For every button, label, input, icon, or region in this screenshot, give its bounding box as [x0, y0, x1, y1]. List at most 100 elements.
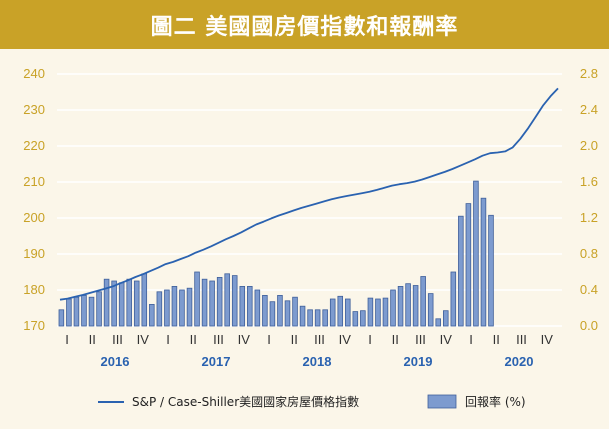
left-tick-label: 210	[23, 174, 45, 189]
right-tick-label: 1.2	[580, 210, 598, 225]
right-tick-label: 1.6	[580, 174, 598, 189]
bar	[322, 309, 328, 327]
quarter-tick-label: I	[469, 332, 473, 347]
bar	[397, 285, 404, 327]
bar	[337, 295, 344, 327]
quarter-tick-label: I	[166, 332, 170, 347]
quarter-tick-label: III	[213, 332, 224, 347]
left-tick-label: 170	[23, 318, 45, 333]
left-axis-ticks: 170 180 190 200 210 220 230 240	[23, 66, 45, 333]
bar	[96, 291, 102, 327]
bar	[111, 280, 117, 327]
x-axis-year-labels: 2016 2017 2018 2019 2020	[101, 354, 534, 369]
bar	[435, 318, 442, 327]
bar	[164, 289, 170, 327]
bar	[126, 278, 132, 327]
bar	[299, 305, 306, 327]
bar	[269, 301, 276, 327]
quarter-tick-label: I	[368, 332, 372, 347]
bar	[480, 197, 487, 327]
bar	[405, 283, 411, 327]
bar	[179, 289, 185, 327]
bar	[367, 297, 374, 327]
chart-title: 圖二 美國國房價指數和報酬率	[0, 0, 609, 49]
quarter-tick-label: III	[314, 332, 325, 347]
bar	[239, 285, 246, 327]
bar	[443, 310, 449, 327]
year-label: 2020	[505, 354, 534, 369]
quarter-tick-label: II	[493, 332, 500, 347]
bar	[209, 280, 215, 327]
line-series	[59, 87, 559, 301]
bar	[231, 275, 238, 327]
right-axis-ticks: 0.0 0.4 0.8 1.2 1.6 2.0 2.4 2.8	[580, 66, 598, 333]
right-tick-label: 2.4	[580, 102, 598, 117]
quarter-tick-label: II	[291, 332, 298, 347]
bar	[382, 297, 389, 327]
quarter-tick-label: IV	[137, 332, 150, 347]
bar	[465, 203, 472, 327]
right-tick-label: 0.8	[580, 246, 598, 261]
legend-bar-swatch	[427, 394, 457, 409]
bar	[81, 294, 87, 327]
quarter-tick-label: IV	[440, 332, 453, 347]
bar	[156, 291, 163, 327]
bar	[352, 311, 359, 327]
right-tick-label: 0.4	[580, 282, 598, 297]
bar	[194, 271, 200, 327]
left-tick-label: 240	[23, 66, 45, 81]
year-label: 2018	[303, 354, 332, 369]
legend-line-label: S&P / Case-Shiller美國國家房屋價格指數	[132, 394, 359, 409]
bar	[73, 296, 80, 327]
left-tick-label: 190	[23, 246, 45, 261]
legend-bar-label: 回報率 (%)	[465, 394, 526, 409]
bar	[88, 296, 95, 327]
bar	[66, 298, 72, 327]
grid-lines	[57, 73, 562, 327]
bar	[488, 214, 494, 327]
bar	[427, 293, 434, 327]
bar	[412, 285, 419, 327]
quarter-tick-label: I	[267, 332, 271, 347]
legend: S&P / Case-Shiller美國國家房屋價格指數 回報率 (%)	[98, 394, 526, 409]
bar	[473, 180, 479, 327]
left-tick-label: 220	[23, 138, 45, 153]
year-label: 2016	[101, 354, 130, 369]
bar	[224, 273, 230, 327]
bar	[375, 298, 381, 327]
quarter-tick-label: IV	[339, 332, 352, 347]
bar	[149, 303, 155, 327]
bar	[284, 300, 291, 327]
bar	[58, 309, 65, 327]
bar	[201, 278, 208, 327]
bar	[133, 280, 140, 327]
bar	[360, 310, 366, 327]
left-tick-label: 230	[23, 102, 45, 117]
left-tick-label: 180	[23, 282, 45, 297]
year-label: 2017	[202, 354, 231, 369]
bar	[292, 296, 298, 327]
quarter-tick-label: II	[392, 332, 399, 347]
bars-series	[58, 180, 494, 327]
bar	[171, 285, 178, 327]
quarter-tick-label: IV	[238, 332, 251, 347]
left-tick-label: 200	[23, 210, 45, 225]
bar	[277, 294, 283, 327]
bar	[247, 285, 253, 327]
quarter-tick-label: II	[89, 332, 96, 347]
quarter-tick-label: III	[415, 332, 426, 347]
quarter-tick-label: II	[190, 332, 197, 347]
quarter-tick-label: III	[112, 332, 123, 347]
quarter-tick-label: IV	[541, 332, 554, 347]
bar	[262, 294, 268, 327]
bar	[450, 271, 457, 327]
bar	[458, 215, 464, 327]
bar	[307, 309, 313, 327]
bar	[141, 273, 148, 327]
bar	[314, 309, 321, 327]
x-axis-quarter-ticks: I II III IV I II III IV I II III IV I II III IV I II III IV	[65, 332, 553, 347]
right-tick-label: 2.8	[580, 66, 598, 81]
bar	[254, 289, 261, 327]
bar	[390, 289, 396, 327]
